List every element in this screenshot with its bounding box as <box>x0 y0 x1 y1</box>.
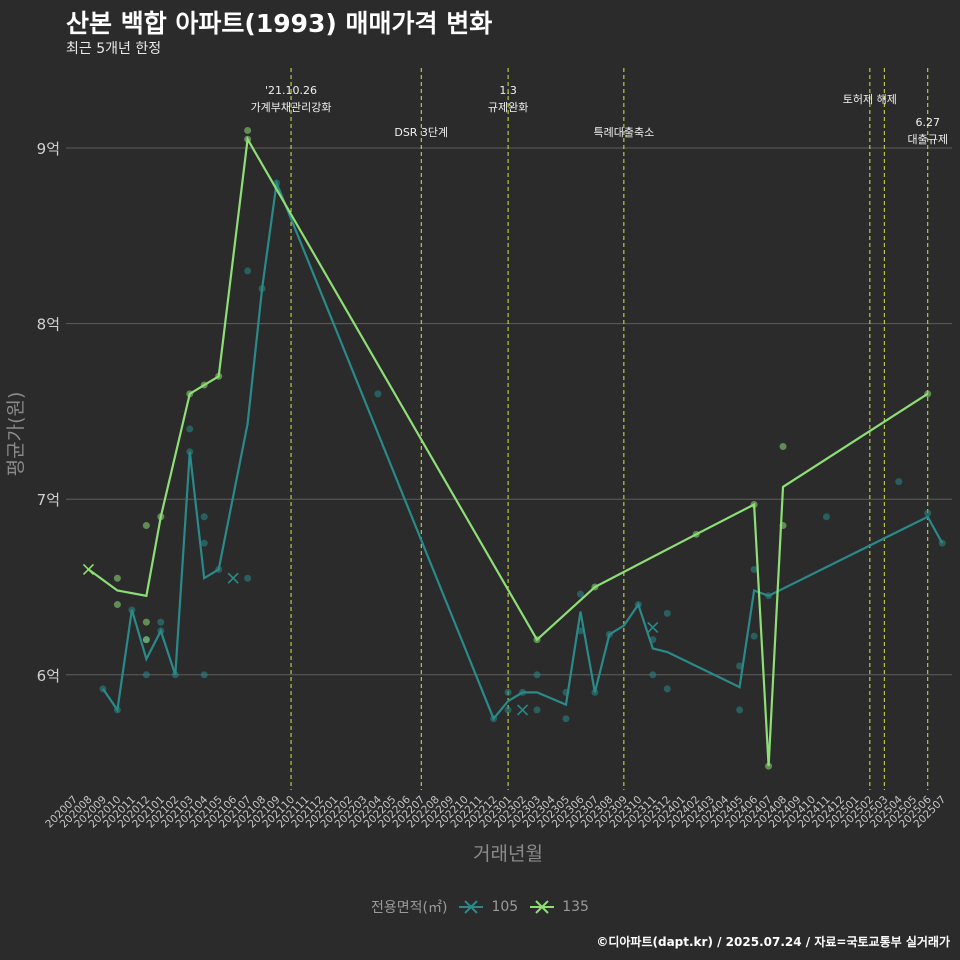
grid-lines <box>66 147 952 676</box>
data-point-105 <box>142 671 150 679</box>
series-line-135 <box>87 135 929 767</box>
data-point-105 <box>200 671 208 679</box>
data-point-135 <box>113 601 121 609</box>
data-point-105 <box>244 574 252 582</box>
data-point-105 <box>750 565 758 573</box>
data-point-105 <box>822 513 830 521</box>
y-axis-title: 평균가(원) <box>5 392 27 477</box>
data-point-105 <box>200 539 208 547</box>
cross-stroke <box>82 563 95 576</box>
data-point-105 <box>663 685 671 693</box>
data-point-105 <box>895 478 903 486</box>
legend-item-105[interactable]: 105 <box>457 898 518 916</box>
data-point-105 <box>736 662 744 670</box>
event-label-202506: 6.27 <box>915 116 940 129</box>
y-tick-label: 9억 <box>37 140 60 158</box>
event-label-202301: 1.3 <box>499 84 517 97</box>
legend-title: 전용면적(㎡) <box>371 900 448 916</box>
data-point-135 <box>113 574 121 582</box>
data-point-105 <box>374 390 382 398</box>
series-line-105 <box>101 178 944 721</box>
cross-stroke <box>517 704 529 716</box>
data-point-135 <box>142 618 150 626</box>
series-135 <box>82 126 932 770</box>
cross-marker-105 <box>517 704 529 716</box>
data-point-105 <box>504 688 512 696</box>
event-label-202110: 가계부채관리강화 <box>251 101 332 114</box>
data-point-105 <box>533 671 541 679</box>
event-label-202301: 규제완화 <box>488 101 528 114</box>
data-point-105 <box>504 706 512 714</box>
cross-stroke <box>227 572 239 584</box>
legend-key-105-icon <box>459 900 484 914</box>
y-tick-labels: 6억 7억 8억 9억 <box>37 140 60 685</box>
event-label-202110: '21.10.26 <box>265 84 317 97</box>
event-lines <box>290 68 929 790</box>
series-layer <box>82 126 946 770</box>
y-tick-label: 6억 <box>37 667 60 685</box>
data-point-105 <box>244 267 252 275</box>
x-axis-title: 거래년월 <box>473 843 543 865</box>
data-point-105 <box>750 632 758 640</box>
legend: 전용면적(㎡) 105 135 <box>0 896 960 918</box>
data-point-105 <box>736 706 744 714</box>
data-point-105 <box>157 618 165 626</box>
data-point-135 <box>142 636 150 644</box>
cross-marker-105 <box>227 572 239 584</box>
y-tick-label: 8억 <box>37 316 60 334</box>
data-point-105 <box>576 590 584 598</box>
data-point-105 <box>533 706 541 714</box>
x-tick-labels: 2020072020082020092020102020112020122021… <box>43 793 948 830</box>
data-point-135 <box>142 522 150 530</box>
event-label-202309: 특례대출축소 <box>593 126 654 139</box>
legend-label-135: 135 <box>562 899 589 915</box>
event-label-202502: 토허제 해제 <box>843 92 897 106</box>
source-caption: ©디아파트(dapt.kr) / 2025.07.24 / 자료=국토교통부 실… <box>596 935 950 949</box>
cross-marker-135 <box>82 563 95 576</box>
cross-stroke <box>647 621 659 633</box>
legend-key-135-icon <box>530 900 555 914</box>
event-label-202506: 대출규제 <box>907 133 947 146</box>
y-tick-label: 7억 <box>37 491 60 509</box>
data-point-105 <box>649 671 657 679</box>
event-label-202207: DSR 3단계 <box>394 126 448 139</box>
legend-label-105: 105 <box>491 899 519 915</box>
chart-title: 산본 백합 아파트(1993) 매매가격 변화 <box>66 9 493 38</box>
data-point-105 <box>924 509 932 517</box>
chart-subtitle: 최근 5개년 한정 <box>66 41 162 57</box>
data-point-105 <box>186 425 194 433</box>
cross-marker-105 <box>647 621 659 633</box>
series-105 <box>99 178 946 723</box>
data-point-105 <box>663 609 671 617</box>
data-point-105 <box>200 513 208 521</box>
legend-item-135[interactable]: 135 <box>528 898 589 916</box>
data-point-135 <box>779 443 787 451</box>
data-point-135 <box>244 126 252 134</box>
data-point-105 <box>562 715 570 723</box>
